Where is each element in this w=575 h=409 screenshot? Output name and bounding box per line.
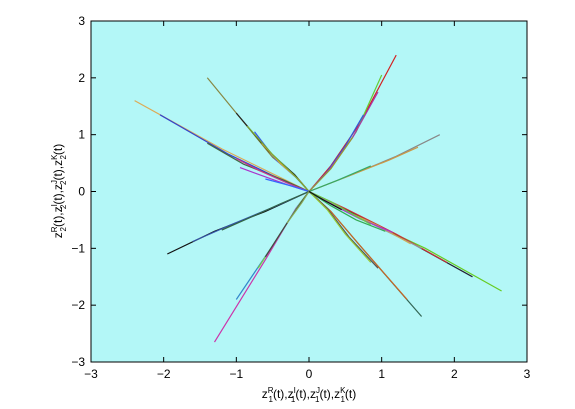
x-tick-label-5: 1 [378,367,385,381]
y-axis-label: zR2(t),zI2(t),zJ2(t),zK2(t) [50,144,68,239]
series-line-17 [246,125,310,192]
series-line-39 [308,190,372,226]
series-line-8 [308,165,372,193]
y-tick-label-3: −1 [71,241,85,255]
series-line-37 [308,190,386,232]
x-tick-label-2: −2 [157,367,171,381]
y-tick-label-7: 3 [78,14,85,28]
x-axis-label: zR 1(t),zI 1(t),zJ 1(t),zK 1(t) [262,386,357,404]
y-tick-label-1: −3 [71,355,85,369]
y-tick-label-4: 0 [78,185,85,199]
x-tick-label-6: 2 [451,367,458,381]
series-line-27 [286,191,310,224]
y-tick-label-6: 2 [78,71,85,85]
series-line-19 [265,178,310,193]
x-tick-label-7: 3 [524,367,531,381]
x-tick-label-3: −1 [229,367,243,381]
series-line-5 [308,137,354,192]
series-line-12 [236,157,310,193]
series-line-36 [308,191,372,263]
y-tick-label-5: 1 [78,128,85,142]
y-tick-label-2: −2 [71,298,85,312]
x-tick-label-4: 0 [306,367,313,381]
series-layer [134,54,502,343]
series-line-22 [221,190,310,231]
tick-layer: −3 −2 −1 0 1 2 3 −3 −2 −1 0 1 2 3 [71,14,530,381]
series-line-40 [308,190,342,211]
x-tick-label-1: −3 [84,367,98,381]
